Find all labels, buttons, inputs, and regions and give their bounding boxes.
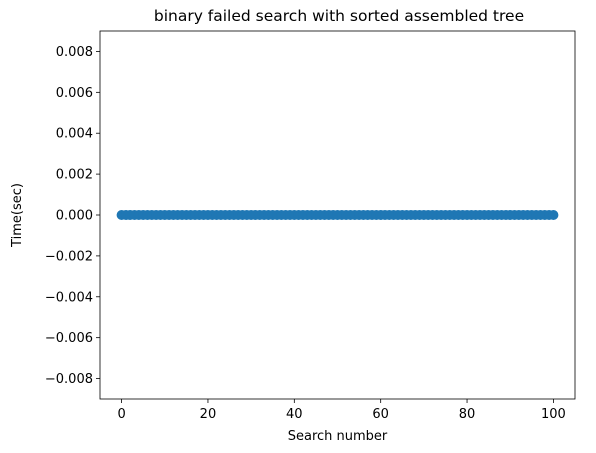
x-tick-label: 40 [286,407,303,422]
y-axis-label: Time(sec) [10,183,25,248]
x-axis-label: Search number [288,429,388,444]
y-tick-label: 0.008 [56,45,93,60]
y-tick-label: −0.002 [45,249,93,264]
y-tick-label: −0.004 [45,290,93,305]
y-tick-label: 0.006 [56,86,93,101]
x-tick-label: 0 [117,407,125,422]
x-tick-label: 20 [200,407,217,422]
x-tick-label: 60 [372,407,389,422]
data-points-layer [116,210,559,220]
data-point [548,210,559,220]
chart-title: binary failed search with sorted assembl… [154,7,524,25]
y-tick-label: −0.008 [45,372,93,387]
x-tick-label: 80 [459,407,476,422]
plot-frame [99,30,576,400]
y-tick-label: 0.004 [56,127,93,142]
y-tick-label: 0.000 [56,209,93,224]
x-tick-label: 100 [541,407,566,422]
y-tick-label: 0.002 [56,168,93,183]
axis-ticks-layer: 0 20 40 60 80 100 0.008 0.006 0.004 0.002 0.000 −0.… [45,45,566,422]
y-tick-label: −0.006 [45,331,93,346]
